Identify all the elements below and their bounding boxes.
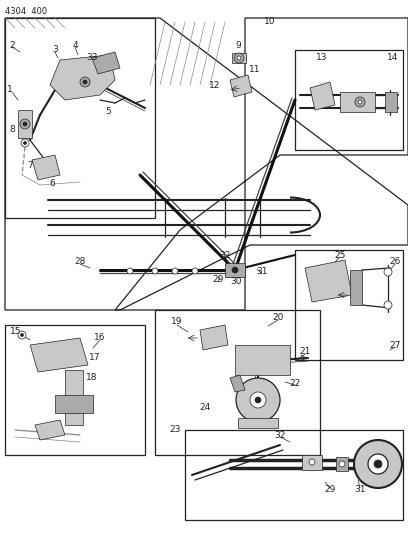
Bar [295,250,403,360]
Text: 30: 30 [230,278,242,287]
Bar [336,457,348,471]
Bar [65,370,83,425]
Text: 18: 18 [86,374,98,383]
Circle shape [309,459,315,465]
Text: 23: 23 [169,425,181,434]
Text: 31: 31 [354,486,366,495]
Circle shape [374,460,382,468]
Bar [385,92,397,112]
Text: 26: 26 [389,257,401,266]
Bar [340,92,375,112]
Polygon shape [30,338,88,372]
Bar [5,18,155,218]
Circle shape [80,77,90,87]
Bar [155,310,320,455]
Circle shape [355,97,365,107]
Circle shape [384,268,392,276]
Bar [232,53,246,63]
Circle shape [358,100,362,104]
Circle shape [354,440,402,488]
Text: 11: 11 [249,66,261,75]
Text: 13: 13 [316,52,328,61]
Polygon shape [32,155,60,180]
Circle shape [172,268,178,274]
Circle shape [368,454,388,474]
Text: 5: 5 [105,108,111,117]
Circle shape [192,268,198,274]
Circle shape [237,56,241,60]
Text: 7: 7 [27,160,33,169]
Bar [18,110,32,138]
Circle shape [24,141,27,144]
Bar [55,395,93,413]
Circle shape [250,392,266,408]
Polygon shape [200,325,228,350]
Text: 33: 33 [86,53,98,62]
Circle shape [255,397,261,403]
Polygon shape [230,75,252,97]
Text: 28: 28 [74,257,86,266]
Text: 6: 6 [49,179,55,188]
Text: 24: 24 [200,403,211,413]
Text: 25: 25 [334,251,346,260]
Bar [302,455,322,470]
Text: 32: 32 [220,251,231,260]
Circle shape [20,119,30,129]
Text: 27: 27 [389,341,401,350]
Text: 29: 29 [212,276,224,285]
Text: 14: 14 [387,53,399,62]
Polygon shape [310,82,335,110]
Text: 3: 3 [52,45,58,54]
Circle shape [234,53,244,63]
Bar [5,325,145,455]
Circle shape [21,139,29,147]
Circle shape [127,268,133,274]
Polygon shape [230,375,245,392]
Text: 32: 32 [274,431,286,440]
Text: 22: 22 [289,378,301,387]
Bar [225,263,245,277]
Bar [238,418,278,428]
Text: 29: 29 [324,486,336,495]
Bar [235,345,290,375]
Circle shape [232,267,238,273]
Bar [295,50,403,150]
Circle shape [339,461,345,467]
Text: 4304  400: 4304 400 [5,7,47,16]
Polygon shape [92,52,120,74]
Circle shape [18,331,26,339]
Bar [350,270,362,305]
Text: 20: 20 [272,313,284,322]
Circle shape [236,378,280,422]
Text: 10: 10 [264,18,276,27]
Polygon shape [35,420,65,440]
Circle shape [23,122,27,126]
Circle shape [20,334,24,336]
Circle shape [83,80,87,84]
Bar [185,430,403,520]
Text: 4: 4 [72,41,78,50]
Polygon shape [305,260,352,302]
Text: 12: 12 [209,80,221,90]
Text: 17: 17 [89,353,101,362]
Text: 15: 15 [10,327,22,335]
Text: 2: 2 [9,41,15,50]
Text: 31: 31 [256,268,268,277]
Text: 16: 16 [94,334,106,343]
Text: 21: 21 [299,348,310,357]
Text: 8: 8 [9,125,15,134]
Polygon shape [50,55,115,100]
Text: 9: 9 [235,41,241,50]
Circle shape [384,301,392,309]
Circle shape [152,268,158,274]
Text: 19: 19 [171,318,183,327]
Text: 1: 1 [7,85,13,94]
